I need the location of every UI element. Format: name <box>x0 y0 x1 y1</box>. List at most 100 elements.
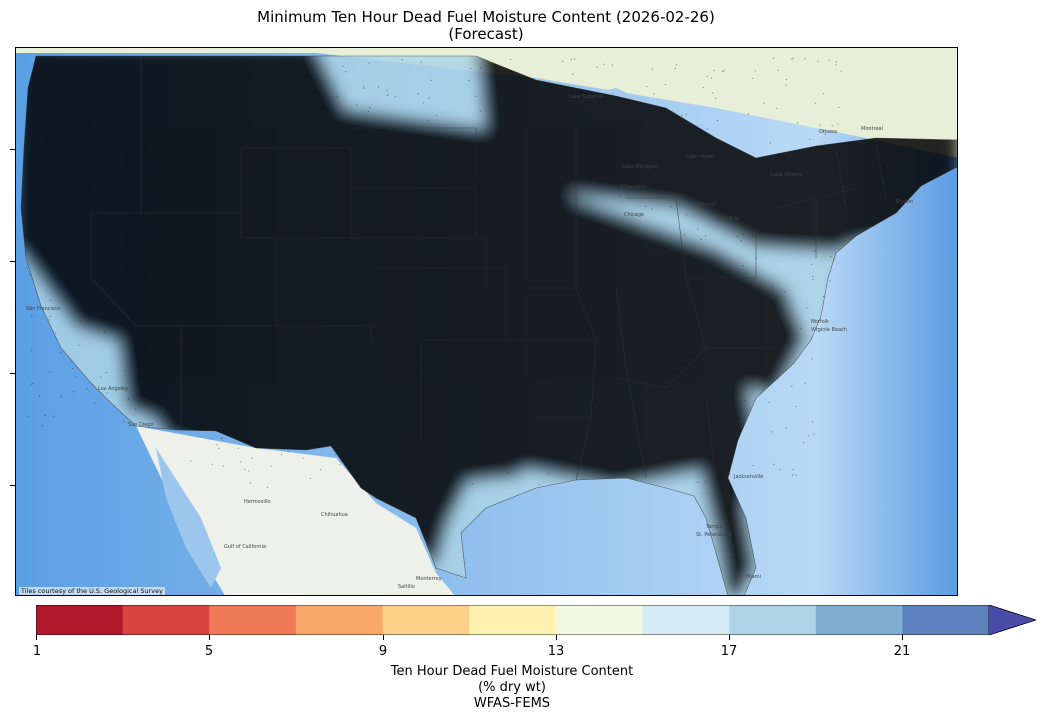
station-dot <box>243 174 245 176</box>
station-dot <box>309 477 311 479</box>
station-dot <box>578 184 580 186</box>
station-dot <box>563 275 565 277</box>
station-dot <box>397 136 399 138</box>
station-dot <box>737 303 740 305</box>
station-dot <box>629 268 631 271</box>
station-dot <box>771 285 773 287</box>
station-dot <box>64 234 66 236</box>
station-dot <box>783 230 785 233</box>
station-dot <box>597 408 599 410</box>
station-dot <box>48 319 50 321</box>
station-dot <box>690 287 692 289</box>
station-dot <box>119 152 121 154</box>
station-dot <box>516 140 518 142</box>
station-dot <box>403 429 405 431</box>
station-dot <box>432 173 434 175</box>
station-dot <box>662 170 664 172</box>
station-dot <box>377 86 380 88</box>
station-dot <box>465 293 468 295</box>
station-dot <box>64 256 66 258</box>
station-dot <box>553 461 555 463</box>
station-dot <box>288 125 290 128</box>
station-dot <box>294 276 296 279</box>
station-dot <box>47 264 49 266</box>
station-dot <box>438 468 440 471</box>
station-dot <box>772 57 775 59</box>
station-dot <box>122 139 124 141</box>
station-dot <box>45 123 47 125</box>
station-dot <box>431 305 433 308</box>
station-dot <box>697 228 699 230</box>
station-dot <box>310 65 313 67</box>
station-dot <box>710 378 712 380</box>
station-dot <box>752 77 754 79</box>
station-dot <box>568 271 570 274</box>
station-dot <box>354 287 356 289</box>
station-dot <box>784 291 786 293</box>
station-dot <box>547 175 549 178</box>
station-dot <box>252 282 254 284</box>
station-dot <box>114 145 116 147</box>
station-dot <box>672 267 675 269</box>
station-dot <box>288 403 290 405</box>
station-dot <box>569 273 571 275</box>
station-dot <box>78 210 80 212</box>
station-dot <box>656 196 658 198</box>
station-dot <box>417 478 419 480</box>
station-dot <box>647 338 649 340</box>
station-dot <box>584 361 586 363</box>
station-dot <box>245 211 247 214</box>
station-dot <box>785 78 787 81</box>
station-dot <box>362 154 364 156</box>
station-dot <box>736 235 738 237</box>
station-dot <box>557 96 559 98</box>
station-dot <box>120 246 122 248</box>
station-dot <box>333 167 335 169</box>
station-dot <box>36 70 38 72</box>
station-dot <box>78 344 80 346</box>
station-dot <box>813 433 815 435</box>
station-dot <box>140 185 142 187</box>
station-dot <box>752 465 754 467</box>
station-dot <box>775 356 778 358</box>
station-dot <box>106 392 108 394</box>
station-dot <box>127 225 129 227</box>
station-dot <box>716 120 719 122</box>
station-dot <box>678 389 680 391</box>
station-dot <box>216 375 218 377</box>
station-dot <box>369 106 371 108</box>
station-dot <box>811 263 813 265</box>
basemap-labels: Lake Superior Lake Michigan Lake Huron L… <box>26 94 913 590</box>
colorbar-tick-label: 1 <box>32 644 42 659</box>
station-dot <box>785 427 787 429</box>
station-dot <box>730 404 732 406</box>
station-dot <box>604 218 606 220</box>
colorbar-tick-label: 13 <box>547 644 565 659</box>
station-dot <box>369 294 371 296</box>
station-dot <box>44 414 46 416</box>
station-dot <box>247 387 249 389</box>
station-dot <box>604 355 606 357</box>
station-dot <box>275 447 277 449</box>
station-dot <box>265 110 267 112</box>
colorbar-tick-label: 5 <box>204 644 214 659</box>
station-dot <box>151 389 153 391</box>
station-dot <box>610 432 612 434</box>
station-dot <box>465 414 467 416</box>
station-dot <box>569 397 571 400</box>
station-dot <box>369 154 371 156</box>
station-dot <box>208 86 210 88</box>
station-dot <box>749 343 751 345</box>
station-dot <box>513 119 515 121</box>
y-axis-tick <box>10 373 15 374</box>
station-dot <box>542 216 544 218</box>
station-dot <box>318 375 320 377</box>
station-dot <box>626 126 628 128</box>
station-dot <box>527 79 529 81</box>
colorbar-extend-arrow <box>988 605 1036 635</box>
station-dot <box>456 406 458 408</box>
station-dot <box>675 328 677 330</box>
station-dot <box>715 97 717 99</box>
station-dot <box>433 346 435 348</box>
basemap-label: St. Petersburg <box>696 532 731 538</box>
